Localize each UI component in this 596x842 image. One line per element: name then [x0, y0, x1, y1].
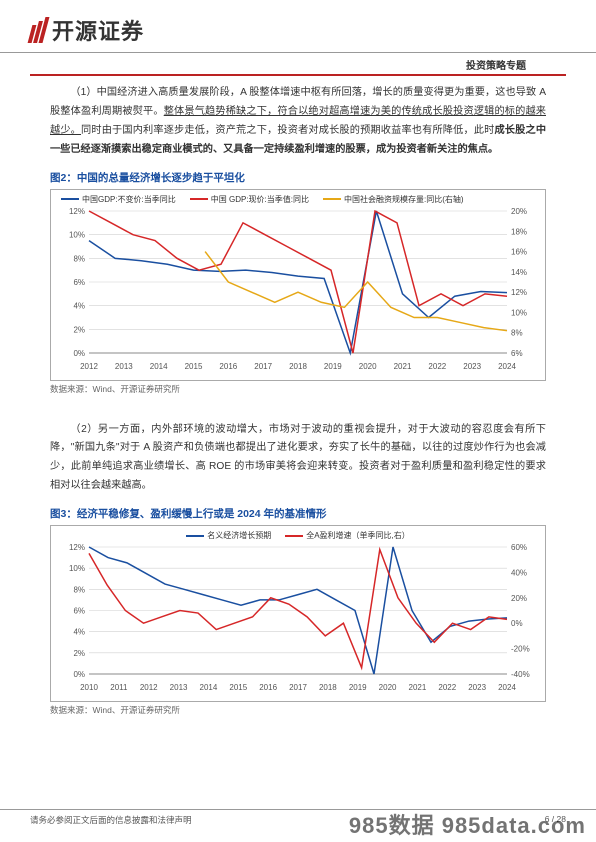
- svg-text:2016: 2016: [259, 683, 277, 692]
- svg-text:2%: 2%: [73, 649, 85, 658]
- svg-text:2016: 2016: [219, 362, 237, 371]
- chart3-svg: 0% 2% 4% 6% 8% 10% 12% -40% -20% 0% 20% 40% 60% 2010 2…: [51, 541, 545, 696]
- svg-text:2018: 2018: [289, 362, 307, 371]
- svg-text:2023: 2023: [463, 362, 481, 371]
- topic-label: 投资策略专题: [30, 53, 566, 76]
- svg-text:20%: 20%: [511, 594, 527, 603]
- svg-text:2017: 2017: [254, 362, 272, 371]
- svg-text:2013: 2013: [115, 362, 133, 371]
- chart3-legend: 名义经济增长预期全A盈利增速（单季同比,右）: [51, 526, 545, 541]
- svg-text:40%: 40%: [511, 568, 527, 577]
- svg-text:-40%: -40%: [511, 670, 530, 679]
- svg-text:10%: 10%: [69, 564, 85, 573]
- svg-text:2023: 2023: [468, 683, 486, 692]
- svg-text:20%: 20%: [511, 207, 527, 216]
- svg-text:0%: 0%: [73, 670, 85, 679]
- chart2-source: 数据来源：Wind、开源证券研究所: [0, 381, 596, 395]
- svg-text:6%: 6%: [511, 349, 523, 358]
- svg-text:2010: 2010: [80, 683, 98, 692]
- svg-text:10%: 10%: [511, 308, 527, 317]
- svg-text:12%: 12%: [511, 288, 527, 297]
- svg-text:2%: 2%: [73, 325, 85, 334]
- chart2-legend: 中国GDP:不变价:当季同比中国 GDP:现价:当季值:同比中国社会融资规模存量…: [51, 190, 545, 205]
- svg-text:2020: 2020: [379, 683, 397, 692]
- svg-text:2021: 2021: [394, 362, 412, 371]
- svg-text:2011: 2011: [110, 683, 128, 692]
- svg-text:2012: 2012: [140, 683, 158, 692]
- page-header: 开源证券: [0, 0, 596, 53]
- logo-icon: [30, 17, 46, 43]
- fig3-title: 图3：经济平稳修复、盈利缓慢上行或是 2024 年的基准情形: [0, 502, 596, 523]
- svg-text:2014: 2014: [200, 683, 218, 692]
- svg-text:0%: 0%: [511, 619, 523, 628]
- svg-text:16%: 16%: [511, 247, 527, 256]
- paragraph-1: （1）中国经济进入高质量发展阶段，A 股整体增速中枢有所回落，增长的质量变得更为…: [0, 76, 596, 166]
- paragraph-2: （2）另一方面，内外部环境的波动增大，市场对于波动的重视会提升，对于大波动的容忍…: [0, 413, 596, 503]
- svg-text:2018: 2018: [319, 683, 337, 692]
- svg-text:12%: 12%: [69, 207, 85, 216]
- svg-text:2024: 2024: [498, 683, 516, 692]
- svg-text:8%: 8%: [73, 585, 85, 594]
- svg-text:6%: 6%: [73, 278, 85, 287]
- svg-text:10%: 10%: [69, 230, 85, 239]
- svg-text:6%: 6%: [73, 607, 85, 616]
- footer-disclaimer: 请务必参阅正文后面的信息披露和法律声明: [30, 814, 192, 826]
- watermark: 985数据 985data.com: [349, 808, 586, 840]
- svg-text:2015: 2015: [185, 362, 203, 371]
- p1-b: 同时由于国内利率逐步走低，资产荒之下，投资者对成长股的预期收益率也有所降低，此时: [81, 125, 494, 136]
- svg-text:14%: 14%: [511, 267, 527, 276]
- svg-text:60%: 60%: [511, 543, 527, 552]
- svg-text:8%: 8%: [511, 328, 523, 337]
- svg-text:2022: 2022: [428, 362, 446, 371]
- svg-text:4%: 4%: [73, 628, 85, 637]
- svg-text:8%: 8%: [73, 254, 85, 263]
- svg-text:2024: 2024: [498, 362, 516, 371]
- svg-text:2012: 2012: [80, 362, 98, 371]
- svg-text:0%: 0%: [73, 349, 85, 358]
- svg-text:18%: 18%: [511, 227, 527, 236]
- svg-text:2013: 2013: [170, 683, 188, 692]
- svg-text:2014: 2014: [150, 362, 168, 371]
- svg-text:2019: 2019: [324, 362, 342, 371]
- svg-text:2020: 2020: [359, 362, 377, 371]
- fig2-title: 图2：中国的总量经济增长逐步趋于平坦化: [0, 166, 596, 187]
- svg-text:2019: 2019: [349, 683, 367, 692]
- svg-text:2015: 2015: [229, 683, 247, 692]
- svg-text:4%: 4%: [73, 301, 85, 310]
- chart-2: 中国GDP:不变价:当季同比中国 GDP:现价:当季值:同比中国社会融资规模存量…: [50, 189, 546, 381]
- chart-3: 名义经济增长预期全A盈利增速（单季同比,右） 0% 2% 4% 6% 8% 10% 12% -…: [50, 525, 546, 702]
- svg-text:-20%: -20%: [511, 645, 530, 654]
- svg-text:2022: 2022: [438, 683, 456, 692]
- chart3-source: 数据来源：Wind、开源证券研究所: [0, 702, 596, 716]
- svg-text:2017: 2017: [289, 683, 307, 692]
- chart2-svg: 0% 2% 4% 6% 8% 10% 12% 6% 8% 10% 12% 14% 16% 18% 20% 20…: [51, 205, 545, 375]
- brand-name: 开源证券: [52, 14, 144, 46]
- svg-text:2021: 2021: [409, 683, 427, 692]
- svg-text:12%: 12%: [69, 543, 85, 552]
